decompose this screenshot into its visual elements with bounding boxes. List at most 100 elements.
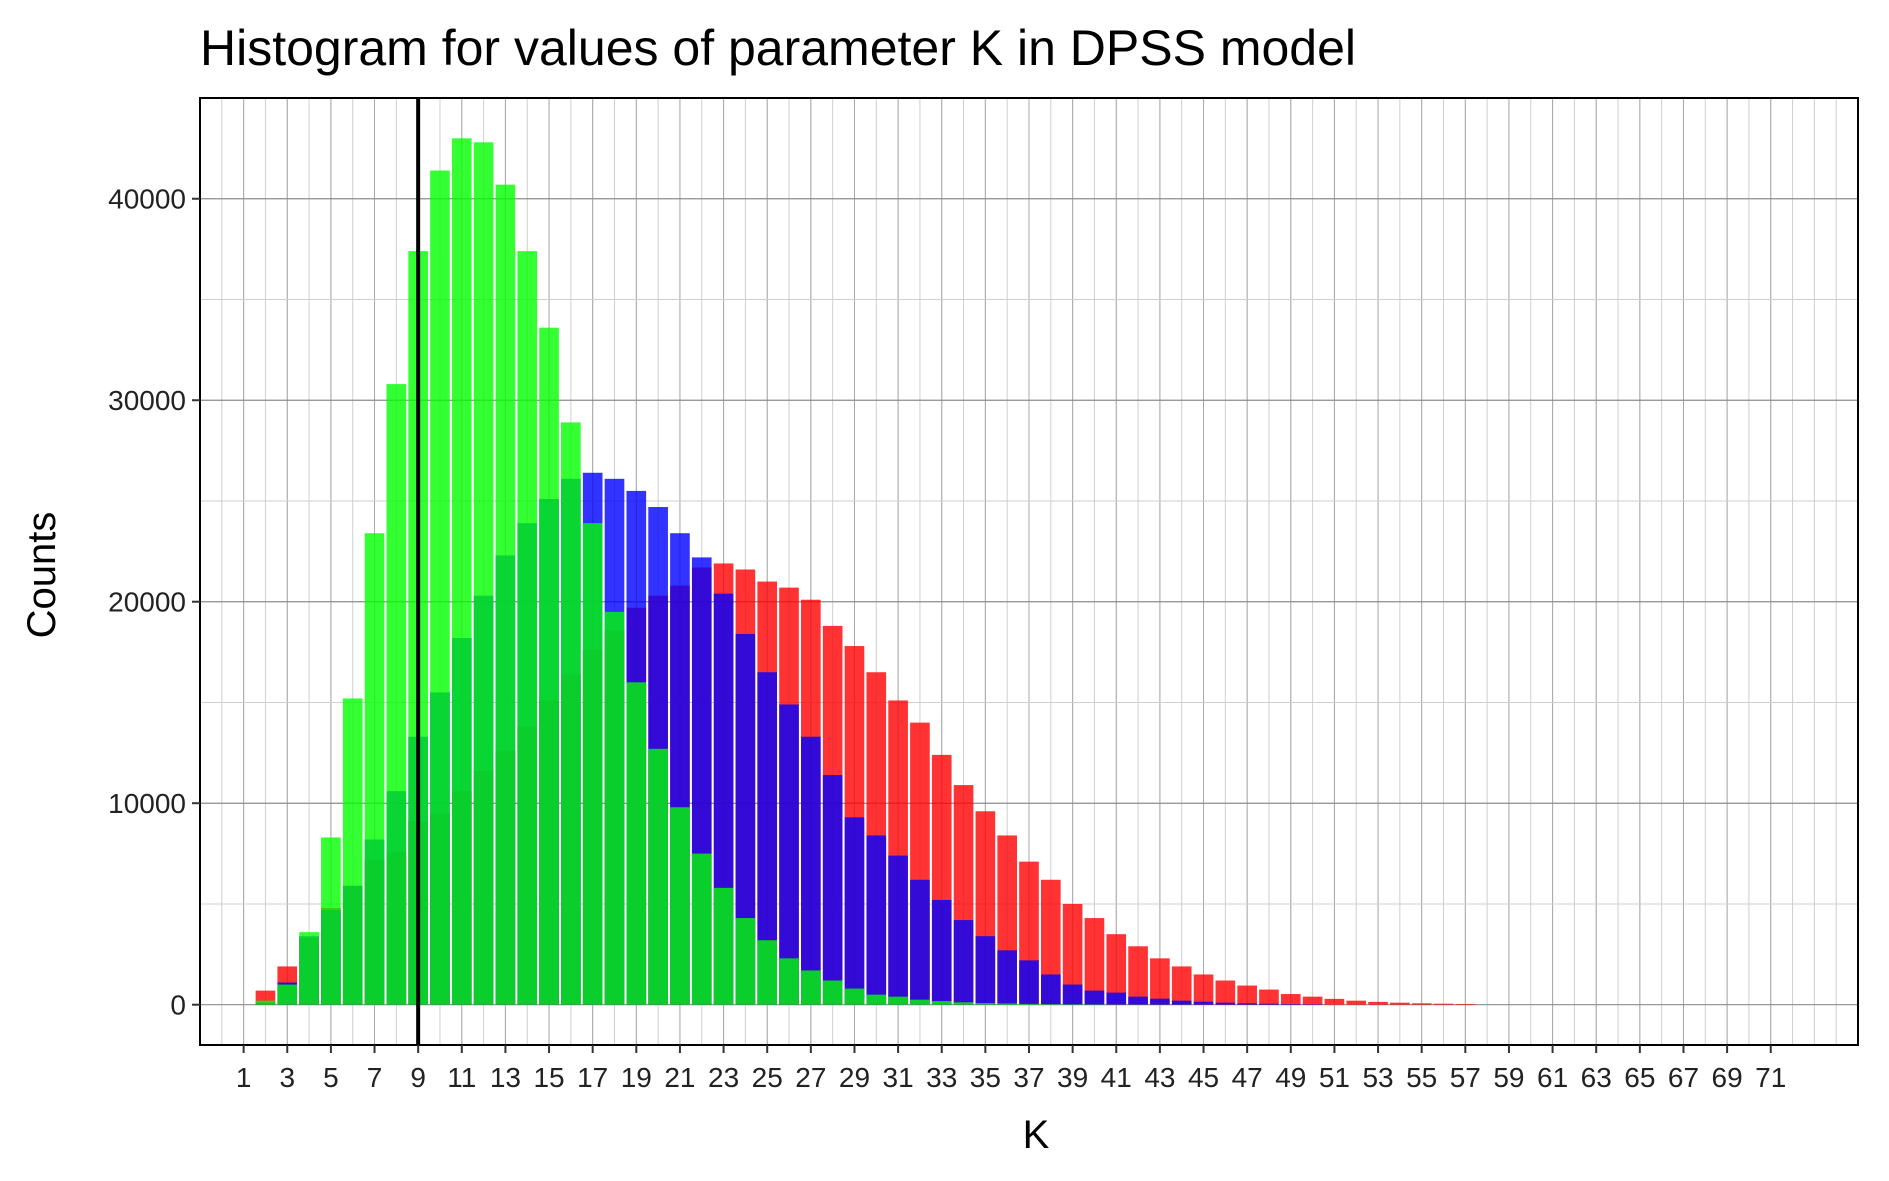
x-tick-label: 39 (1057, 1062, 1088, 1093)
bar-series-3 (473, 142, 494, 1005)
x-tick-label: 59 (1493, 1062, 1524, 1093)
y-tick-label: 10000 (108, 788, 186, 819)
y-tick-label: 30000 (108, 385, 186, 416)
x-tick-label: 5 (323, 1062, 339, 1093)
x-tick-label: 3 (279, 1062, 295, 1093)
bar-series-3 (451, 138, 472, 1005)
x-tick-label: 61 (1537, 1062, 1568, 1093)
bars (255, 138, 1476, 1005)
bar-series-1 (1237, 985, 1257, 1005)
bar-series-2 (1280, 1004, 1301, 1005)
x-tick-label: 27 (795, 1062, 826, 1093)
bar-series-3 (517, 251, 538, 1005)
bar-series-2 (1084, 990, 1105, 1005)
bar-series-1 (1411, 1003, 1432, 1005)
bar-series-2 (1128, 996, 1148, 1005)
bar-series-2 (1259, 1003, 1279, 1005)
bar-series-3 (888, 996, 908, 1005)
bar-series-2 (888, 855, 908, 1005)
x-tick-label: 25 (752, 1062, 783, 1093)
x-tick-label: 57 (1450, 1062, 1481, 1093)
x-tick-label: 47 (1232, 1062, 1263, 1093)
x-tick-label: 23 (708, 1062, 739, 1093)
bar-series-1 (1302, 996, 1323, 1005)
bar-series-1 (1280, 994, 1301, 1005)
bar-series-3 (931, 1001, 952, 1005)
bar-series-2 (1171, 1000, 1192, 1005)
y-axis-label: Counts (20, 512, 64, 639)
x-tick-label: 67 (1668, 1062, 1699, 1093)
bar-series-1 (1368, 1001, 1388, 1005)
bar-series-1 (1324, 998, 1345, 1005)
bar-series-2 (779, 704, 799, 1005)
bar-series-3 (277, 984, 298, 1005)
bar-series-3 (975, 1003, 996, 1005)
bar-series-2 (1019, 960, 1039, 1005)
bar-series-2 (1215, 1002, 1236, 1005)
bar-series-3 (1019, 1003, 1039, 1005)
bar-series-1 (1215, 980, 1236, 1005)
x-tick-label: 37 (1013, 1062, 1044, 1093)
y-tick-label: 0 (170, 990, 186, 1021)
bar-series-2 (866, 835, 887, 1005)
y-axis: 0 10000 20000 30000 40000 (108, 184, 200, 1021)
bar-series-2 (1040, 974, 1061, 1005)
bar-series-2 (1150, 998, 1170, 1005)
x-tick-label: 45 (1188, 1062, 1219, 1093)
x-tick-label: 13 (490, 1062, 521, 1093)
bar-series-3 (691, 853, 712, 1005)
x-tick-label: 65 (1624, 1062, 1655, 1093)
bar-series-2 (1062, 984, 1083, 1005)
bar-series-3 (386, 384, 407, 1005)
bar-series-2 (953, 920, 974, 1005)
x-axis-label: K (1023, 1113, 1050, 1157)
bar-series-2 (997, 950, 1018, 1005)
x-tick-label: 69 (1712, 1062, 1743, 1093)
bar-series-1 (1171, 966, 1192, 1005)
bar-series-1 (1346, 1000, 1367, 1005)
x-tick-label: 53 (1362, 1062, 1393, 1093)
x-tick-label: 9 (410, 1062, 426, 1093)
bar-series-2 (910, 879, 930, 1005)
bar-series-3 (626, 682, 647, 1005)
x-tick-label: 7 (367, 1062, 383, 1093)
bar-series-3 (822, 980, 843, 1005)
bar-series-3 (561, 422, 581, 1005)
bar-series-3 (997, 1003, 1018, 1005)
bar-series-3 (364, 533, 385, 1005)
x-tick-label: 41 (1101, 1062, 1132, 1093)
x-axis: 1 3 5 7 9 11 13 15 17 19 21 23 25 27 29 31 33 35 37 39 41 43 4… (236, 1045, 1786, 1093)
bar-series-3 (648, 748, 668, 1005)
bar-series-2 (931, 899, 952, 1005)
y-tick-label: 40000 (108, 184, 186, 215)
bar-series-1 (1433, 1003, 1454, 1005)
bar-series-3 (910, 999, 930, 1005)
x-tick-label: 71 (1755, 1062, 1786, 1093)
bar-series-2 (844, 817, 865, 1005)
bar-series-3 (582, 523, 603, 1005)
bar-series-3 (735, 918, 756, 1005)
bar-series-2 (1193, 1001, 1214, 1005)
x-tick-label: 51 (1319, 1062, 1350, 1093)
bar-series-1 (1040, 879, 1061, 1005)
bar-series-3 (604, 611, 625, 1005)
bar-series-3 (757, 940, 778, 1005)
bar-series-1 (1106, 934, 1127, 1005)
x-tick-label: 29 (839, 1062, 870, 1093)
bar-series-2 (975, 936, 996, 1005)
bar-series-2 (801, 736, 821, 1005)
bar-series-3 (342, 698, 363, 1005)
bar-series-3 (495, 184, 516, 1005)
bar-series-1 (1259, 989, 1279, 1005)
bar-series-3 (953, 1002, 974, 1005)
bar-series-1 (1084, 918, 1105, 1005)
bar-series-3 (801, 970, 821, 1005)
bar-series-3 (1040, 1004, 1061, 1005)
x-tick-label: 63 (1581, 1062, 1612, 1093)
x-tick-label: 43 (1144, 1062, 1175, 1093)
bar-series-3 (713, 887, 734, 1005)
bar-series-2 (1237, 1003, 1257, 1005)
chart-title: Histogram for values of parameter K in D… (200, 20, 1356, 76)
x-tick-label: 55 (1406, 1062, 1437, 1093)
